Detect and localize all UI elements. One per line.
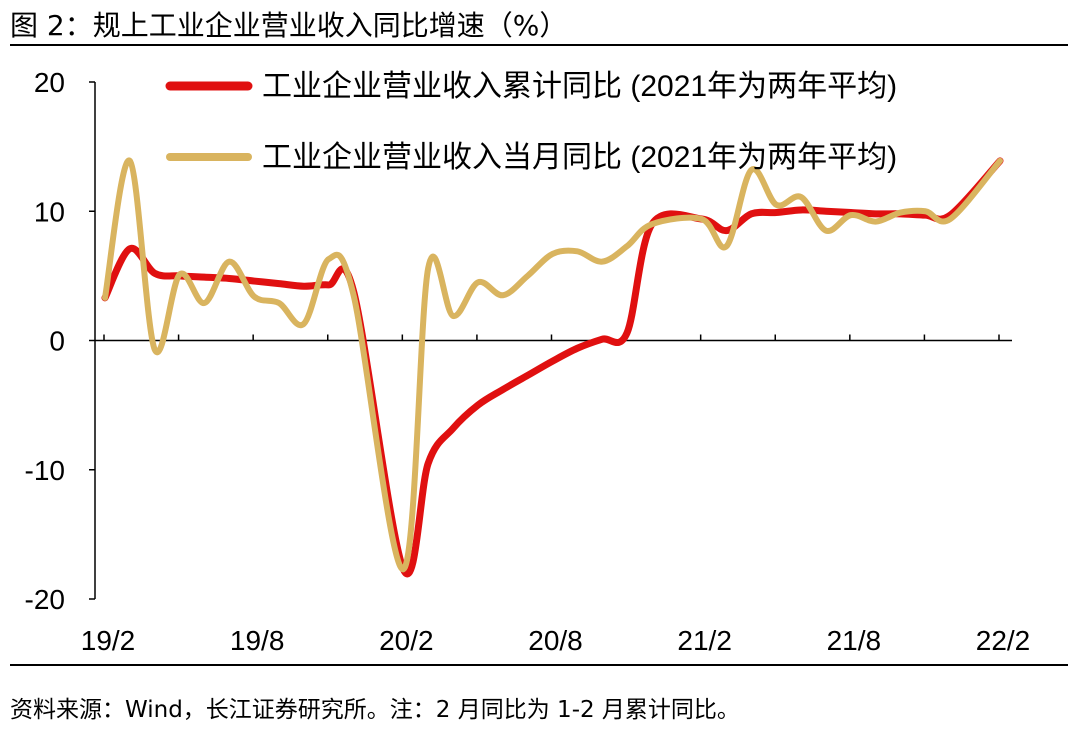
y-tick-label: 20 [34,67,65,98]
x-tick-label: 21/2 [677,625,732,656]
series-line-cumulative [101,157,1004,578]
x-tick-label: 19/8 [230,625,285,656]
x-tick-label: 20/2 [379,625,434,656]
title-divider [10,44,1068,46]
legend-item-cumulative-label: 工业企业营业收入累计同比 (2021年为两年平均) [262,70,897,103]
x-tick-label: 21/8 [827,625,882,656]
chart-axes: -20 -10 0 10 20 19/2 19/8 20/2 20/8 21/2 21/8 22/2 [25,67,1031,656]
x-tick-label: 22/2 [976,625,1031,656]
y-tick-label: 10 [34,196,65,227]
x-tick-label: 19/2 [81,625,136,656]
bottom-divider [10,664,1068,666]
chart-series [101,157,1004,578]
y-tick-label: -20 [25,584,65,615]
y-tick-label: -10 [25,455,65,486]
series-line-monthly [102,157,1003,573]
source-note: 资料来源：Wind，长江证券研究所。注：2 月同比为 1-2 月累计同比。 [10,697,740,723]
x-tick-label: 20/8 [528,625,583,656]
chart-legend: 工业企业营业收入累计同比 (2021年为两年平均) 工业企业营业收入当月同比 (2… [165,70,897,174]
figure-title: 图 2：规上工业企业营业收入同比增速（%） [10,9,568,42]
legend-item-monthly-label: 工业企业营业收入当月同比 (2021年为两年平均) [262,141,897,174]
y-tick-label: 0 [49,326,65,357]
